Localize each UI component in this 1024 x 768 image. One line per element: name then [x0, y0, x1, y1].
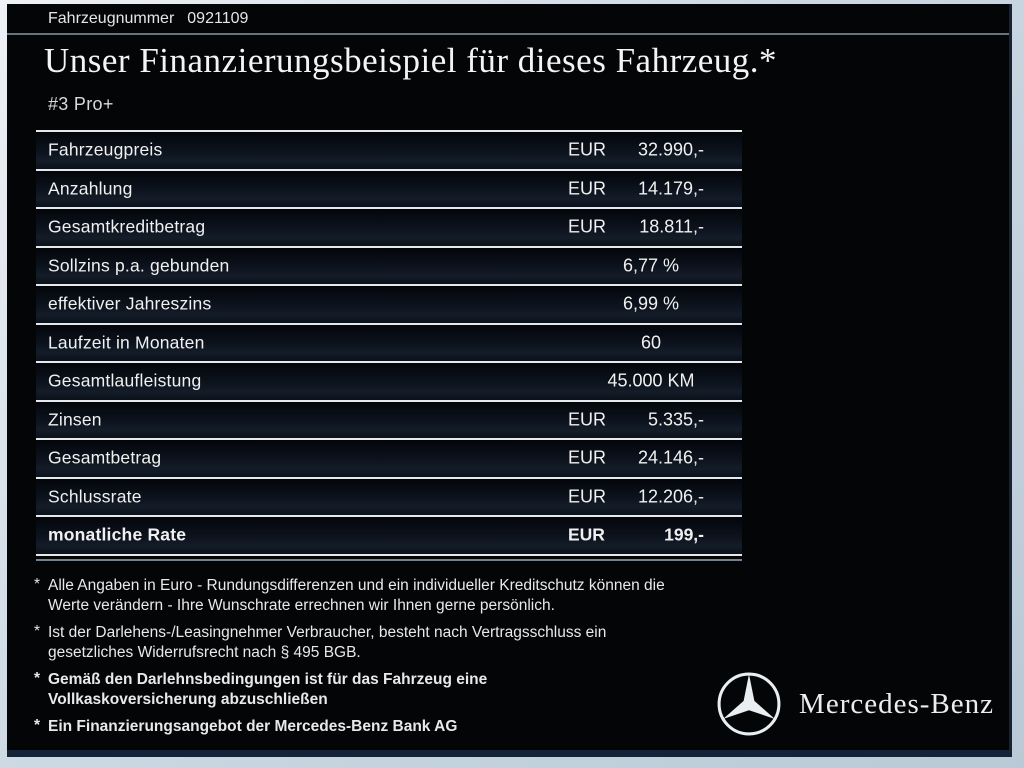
asterisk: *	[34, 576, 41, 593]
table-row: Schlussrate EUR 12.206,-	[36, 476, 742, 516]
row-amount: 24.146,-	[637, 447, 704, 468]
vehicle-number-value: 0921109	[187, 9, 249, 27]
finance-table-wrap: Fahrzeugpreis EUR 32.990,- Anzahlung EUR 14.1…	[36, 130, 742, 561]
row-label: Anzahlung	[48, 178, 133, 199]
footnote-line: Alle Angaben in Euro - Rundungsdifferenz…	[48, 577, 665, 594]
footnote-line: Ein Finanzierungsangebot der Mercedes-Be…	[48, 718, 458, 735]
footnote-line: Gemäß den Darlehnsbedingungen ist für da…	[48, 671, 488, 688]
row-amount: 45.000 KM	[607, 370, 695, 391]
row-label: Gesamtlaufleistung	[48, 370, 202, 391]
footnote: * Ist der Darlehens-/Leasingnehmer Verbra…	[34, 623, 754, 663]
row-label: Sollzins p.a. gebunden	[48, 255, 230, 276]
row-amount: 12.206,-	[637, 486, 704, 507]
mercedes-star-icon	[717, 672, 781, 736]
row-amount: 199,-	[664, 524, 704, 545]
row-label: Zinsen	[48, 409, 102, 430]
row-label: Schlussrate	[48, 486, 142, 507]
row-amount: 5.335,-	[647, 409, 704, 430]
table-row: Gesamtkreditbetrag EUR 18.811,-	[36, 207, 742, 246]
brand-wordmark: Mercedes-Benz	[799, 687, 994, 720]
row-label: Laufzeit in Monaten	[48, 332, 205, 353]
row-value: 6,77 %	[560, 248, 742, 285]
table-end-line	[36, 558, 742, 561]
footnote-line: gesetzliches Widerrufsrecht nach § 495 B…	[48, 644, 361, 661]
row-value: EUR 18.811,-	[560, 209, 742, 246]
row-value: EUR 32.990,-	[560, 132, 742, 169]
asterisk: *	[34, 623, 41, 640]
row-amount: 6,77 %	[622, 255, 680, 276]
footnote: * Ein Finanzierungsangebot der Mercedes-B…	[34, 717, 754, 737]
footnote: * Gemäß den Darlehnsbedingungen ist für d…	[34, 670, 754, 710]
row-value: 6,99 %	[560, 286, 742, 323]
currency-label: EUR	[568, 216, 607, 237]
row-value: EUR 14.179,-	[560, 171, 742, 208]
row-value: EUR 5.335,-	[560, 402, 742, 439]
currency-label: EUR	[568, 178, 607, 199]
footnote: * Alle Angaben in Euro - Rundungsdifferen…	[34, 576, 754, 616]
vehicle-model: #3 Pro+	[48, 94, 114, 114]
table-row: Zinsen EUR 5.335,-	[36, 399, 742, 439]
table-row: Anzahlung EUR 14.179,-	[36, 168, 742, 208]
row-value: EUR 12.206,-	[560, 479, 742, 516]
table-row: Gesamtbetrag EUR 24.146,-	[36, 438, 742, 477]
row-amount: 32.990,-	[637, 139, 704, 160]
row-amount: 14.179,-	[637, 178, 704, 199]
vehicle-number-label: Fahrzeugnummer	[48, 9, 175, 27]
footnote-line: Ist der Darlehens-/Leasingnehmer Verbrau…	[48, 624, 607, 641]
finance-sheet: Fahrzeugnummer 0921109 Unser Finanzierun…	[7, 4, 1012, 757]
row-label: effektiver Jahreszins	[48, 293, 212, 314]
currency-label: EUR	[568, 409, 607, 430]
vehicle-number-bar: Fahrzeugnummer 0921109	[7, 4, 1009, 35]
currency-label: EUR	[568, 447, 607, 468]
currency-label: EUR	[568, 524, 605, 545]
asterisk: *	[34, 670, 41, 687]
footnote-line: Werte verändern - Ihre Wunschrate errech…	[48, 597, 555, 614]
row-value: 60	[560, 325, 742, 362]
page-title: Unser Finanzierungsbeispiel für dieses F…	[44, 41, 778, 80]
table-row: Sollzins p.a. gebunden 6,77 %	[36, 245, 742, 285]
table-row: Fahrzeugpreis EUR 32.990,-	[36, 130, 742, 169]
row-amount: 6,99 %	[622, 293, 680, 314]
row-label: monatliche Rate	[48, 524, 187, 545]
row-label: Gesamtbetrag	[48, 447, 162, 468]
asterisk: *	[34, 717, 41, 734]
table-row: effektiver Jahreszins 6,99 %	[36, 284, 742, 323]
row-amount: 18.811,-	[639, 216, 704, 237]
brand-block: Mercedes-Benz	[715, 670, 994, 738]
row-value: EUR 199,-	[560, 517, 742, 554]
row-value: 45.000 KM	[560, 363, 742, 400]
footnotes: * Alle Angaben in Euro - Rundungsdifferen…	[34, 576, 754, 744]
currency-label: EUR	[568, 486, 607, 507]
row-value: EUR 24.146,-	[560, 440, 742, 477]
table-row: monatliche Rate EUR 199,-	[36, 515, 742, 556]
footnote-line: Vollkaskoversicherung abzuschließen	[48, 691, 328, 708]
row-label: Gesamtkreditbetrag	[48, 216, 206, 237]
row-label: Fahrzeugpreis	[48, 139, 163, 160]
finance-table: Fahrzeugpreis EUR 32.990,- Anzahlung EUR 14.1…	[36, 130, 742, 556]
table-row: Gesamtlaufleistung 45.000 KM	[36, 361, 742, 400]
table-row: Laufzeit in Monaten 60	[36, 322, 742, 362]
currency-label: EUR	[568, 139, 607, 160]
row-amount: 60	[640, 332, 662, 353]
